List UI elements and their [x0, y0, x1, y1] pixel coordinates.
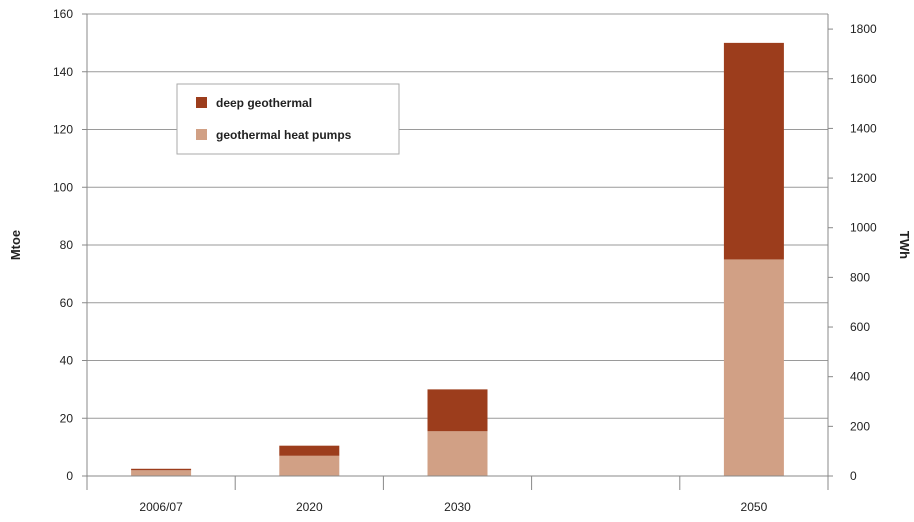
right-tick-label: 1800	[850, 22, 877, 36]
left-axis-title: Mtoe	[8, 230, 23, 260]
right-tick-label: 1200	[850, 171, 877, 185]
right-y-ticks: 0 200 400 600 800 1000 1200 1400 1600 1800	[828, 22, 877, 483]
x-tick-label: 2030	[444, 500, 471, 514]
legend-box	[176, 83, 400, 155]
bars	[131, 42, 784, 476]
left-tick-label: 20	[60, 411, 74, 425]
legend: deep geothermal geothermal heat pumps	[176, 83, 400, 155]
right-axis-title: TWh	[897, 231, 912, 259]
left-tick-label: 80	[60, 238, 74, 252]
left-tick-label: 120	[53, 123, 73, 137]
right-tick-label: 200	[850, 419, 870, 433]
right-tick-label: 1600	[850, 72, 877, 86]
gridlines	[87, 13, 828, 419]
left-tick-label: 40	[60, 354, 74, 368]
legend-label-geothermal-heat-pumps: geothermal heat pumps	[216, 128, 352, 142]
bar-geothermal-heat-pumps-200607	[131, 470, 192, 476]
bar-deep-geothermal-2030	[427, 389, 488, 432]
left-y-ticks: 0 20 40 60 80 100 120 140 160	[53, 7, 87, 483]
x-tick-label: 2006/07	[139, 500, 183, 514]
legend-label-deep-geothermal: deep geothermal	[216, 96, 312, 110]
right-tick-label: 0	[850, 469, 857, 483]
x-ticks: 2006/07 2020 2030 2050	[86, 476, 829, 514]
bar-deep-geothermal-2020	[279, 445, 340, 456]
left-tick-label: 140	[53, 65, 73, 79]
x-tick-label: 2020	[296, 500, 323, 514]
x-tick-label: 2050	[741, 500, 768, 514]
bar-geothermal-heat-pumps-2020	[279, 455, 340, 476]
left-tick-label: 100	[53, 180, 73, 194]
left-tick-label: 0	[66, 469, 73, 483]
left-tick-label: 60	[60, 296, 74, 310]
bar-deep-geothermal-2050	[723, 42, 784, 260]
legend-swatch-deep-geothermal	[196, 97, 207, 108]
right-tick-label: 1000	[850, 221, 877, 235]
right-tick-label: 400	[850, 370, 870, 384]
right-tick-label: 800	[850, 270, 870, 284]
bar-geothermal-heat-pumps-2050	[723, 259, 784, 476]
bar-geothermal-heat-pumps-2030	[427, 431, 488, 476]
legend-swatch-geothermal-heat-pumps	[196, 129, 207, 140]
bar-deep-geothermal-200607	[131, 468, 192, 471]
right-tick-label: 600	[850, 320, 870, 334]
right-tick-label: 1400	[850, 121, 877, 135]
left-tick-label: 160	[53, 7, 73, 21]
